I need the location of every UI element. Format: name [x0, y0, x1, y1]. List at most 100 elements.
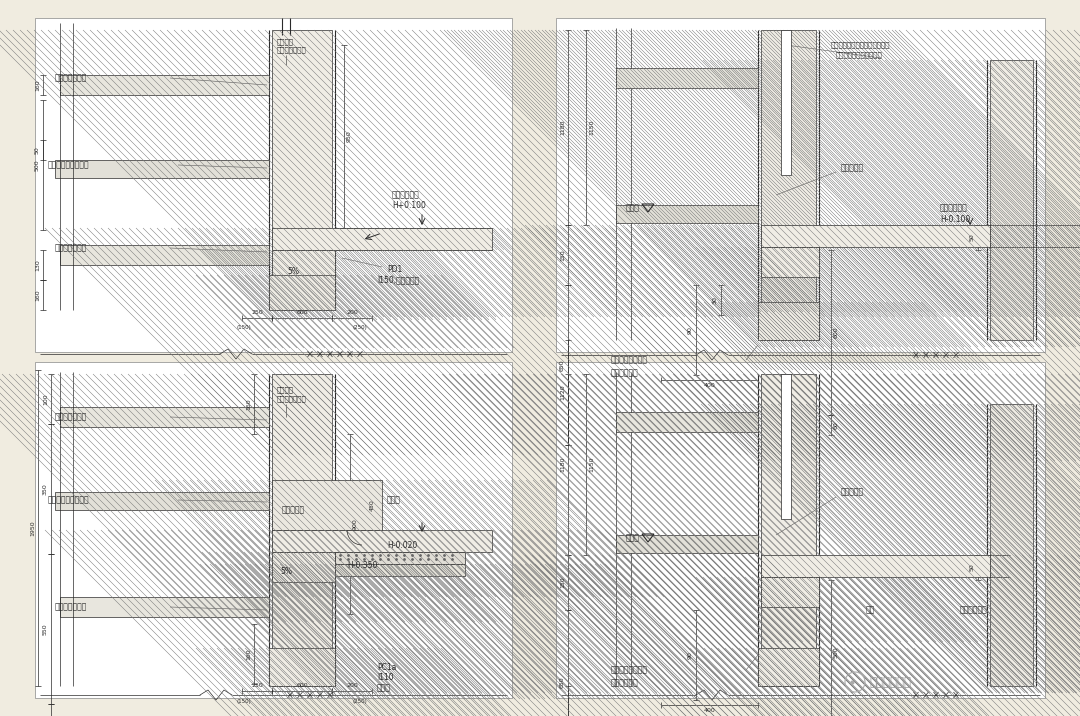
Bar: [616, 535, 758, 553]
Text: 600: 600: [834, 326, 839, 339]
Bar: [758, 648, 819, 686]
Text: 防护栏杆，由专业公司深化设计: 防护栏杆，由专业公司深化设计: [831, 42, 891, 48]
Bar: [272, 552, 335, 582]
Text: I150,洞顶平板底: I150,洞顶平板底: [377, 276, 419, 284]
Text: 450: 450: [370, 499, 375, 511]
Bar: [761, 555, 990, 577]
Text: 400: 400: [704, 383, 715, 388]
Text: 150: 150: [561, 249, 565, 261]
Text: 香槟灰色铝合金窗: 香槟灰色铝合金窗: [611, 356, 648, 364]
Text: 5%: 5%: [287, 268, 299, 276]
Text: 夹空氧化休闲: 夹空氧化休闲: [392, 190, 420, 200]
Text: 50: 50: [35, 146, 40, 154]
Text: PD1: PD1: [387, 266, 402, 274]
Text: 香槟灰色铝合金: 香槟灰色铝合金: [55, 412, 87, 422]
Text: 香槟灰色铝合金: 香槟灰色铝合金: [55, 74, 87, 82]
Text: 200: 200: [346, 310, 357, 315]
Text: 50: 50: [970, 233, 975, 241]
Text: 香槟灰色氧化孔铝板: 香槟灰色氧化孔铝板: [48, 495, 90, 505]
Bar: [616, 205, 758, 223]
Text: (250): (250): [353, 699, 367, 704]
Text: 500: 500: [834, 647, 839, 658]
Bar: [761, 577, 819, 607]
Bar: [781, 30, 791, 175]
Bar: [335, 564, 465, 576]
Text: 100: 100: [43, 393, 48, 405]
Bar: [556, 18, 1045, 352]
Text: 1120: 1120: [561, 384, 565, 400]
Bar: [35, 362, 512, 698]
Text: 600: 600: [296, 683, 308, 688]
Text: 香槟灰色铝合金窗: 香槟灰色铝合金窗: [611, 665, 648, 674]
Text: 建筑密封胶: 建筑密封胶: [841, 488, 864, 496]
Bar: [335, 552, 465, 564]
Text: H-0.020: H-0.020: [387, 541, 417, 549]
Bar: [272, 480, 382, 530]
Text: 夹空绿化休闲: 夹空绿化休闲: [940, 203, 968, 213]
Text: H+0.100: H+0.100: [392, 201, 426, 211]
Text: 成品防雨帽: 成品防雨帽: [282, 505, 306, 515]
Text: 30: 30: [713, 296, 718, 304]
Text: 1180: 1180: [561, 120, 565, 135]
Text: 建筑密封胶: 建筑密封胶: [841, 163, 864, 173]
Text: 350: 350: [43, 483, 48, 495]
Text: 香槟灰色铝合金: 香槟灰色铝合金: [55, 602, 87, 611]
Bar: [272, 374, 332, 686]
Text: 900: 900: [353, 518, 357, 530]
Bar: [60, 407, 269, 427]
Bar: [990, 404, 1032, 686]
Bar: [556, 362, 1045, 698]
Text: 防护栏杆: 防护栏杆: [276, 387, 294, 393]
Text: 650: 650: [561, 677, 565, 688]
Text: H-0.100: H-0.100: [940, 215, 970, 223]
Text: (150): (150): [237, 699, 252, 704]
Bar: [60, 75, 269, 95]
Text: 250: 250: [252, 683, 262, 688]
Text: 50: 50: [970, 563, 975, 571]
Text: 160: 160: [246, 398, 251, 410]
Text: (150): (150): [237, 326, 252, 331]
Text: 160: 160: [246, 648, 251, 660]
Text: 950: 950: [347, 130, 352, 142]
Text: 600: 600: [296, 310, 308, 315]
Text: PC1a: PC1a: [377, 664, 396, 672]
Bar: [761, 247, 819, 277]
Text: 650: 650: [561, 359, 565, 371]
Text: 90: 90: [688, 651, 693, 659]
Text: 250: 250: [252, 310, 262, 315]
Text: 阳台: 阳台: [866, 606, 875, 614]
Text: 防护栏杆: 防护栏杆: [276, 39, 294, 45]
Text: 200: 200: [346, 683, 357, 688]
Text: 棕红色铝合金: 棕红色铝合金: [611, 679, 638, 687]
Text: 90: 90: [688, 326, 693, 334]
Text: 1950: 1950: [30, 521, 35, 536]
Bar: [60, 597, 269, 617]
Text: 5%: 5%: [280, 568, 292, 576]
Text: 160: 160: [35, 289, 40, 301]
Text: 香槟灰色铝合金: 香槟灰色铝合金: [55, 243, 87, 253]
Bar: [616, 412, 758, 432]
Text: 完成面: 完成面: [626, 533, 639, 543]
Bar: [60, 245, 269, 265]
Text: 1180: 1180: [561, 457, 565, 473]
Text: 1150: 1150: [589, 120, 594, 135]
Bar: [761, 225, 990, 247]
Text: 完成面: 完成面: [626, 203, 639, 213]
Text: 500: 500: [35, 159, 40, 171]
Bar: [55, 492, 269, 510]
Bar: [781, 374, 791, 519]
Text: 400: 400: [704, 708, 715, 713]
Bar: [269, 648, 335, 686]
Bar: [616, 68, 758, 88]
Text: I110: I110: [377, 674, 393, 682]
Text: 150: 150: [561, 576, 565, 589]
Text: 深圳华汇设计: 深圳华汇设计: [869, 675, 912, 689]
Bar: [761, 30, 816, 340]
Text: 160: 160: [35, 79, 40, 91]
Bar: [35, 18, 512, 352]
Text: 100: 100: [561, 715, 565, 716]
Bar: [269, 275, 335, 310]
Text: 棕红色铝合金: 棕红色铝合金: [611, 369, 638, 377]
Text: 满足相关安全要求，余同: 满足相关安全要求，余同: [836, 52, 882, 58]
Text: 卫生间: 卫生间: [377, 684, 391, 692]
